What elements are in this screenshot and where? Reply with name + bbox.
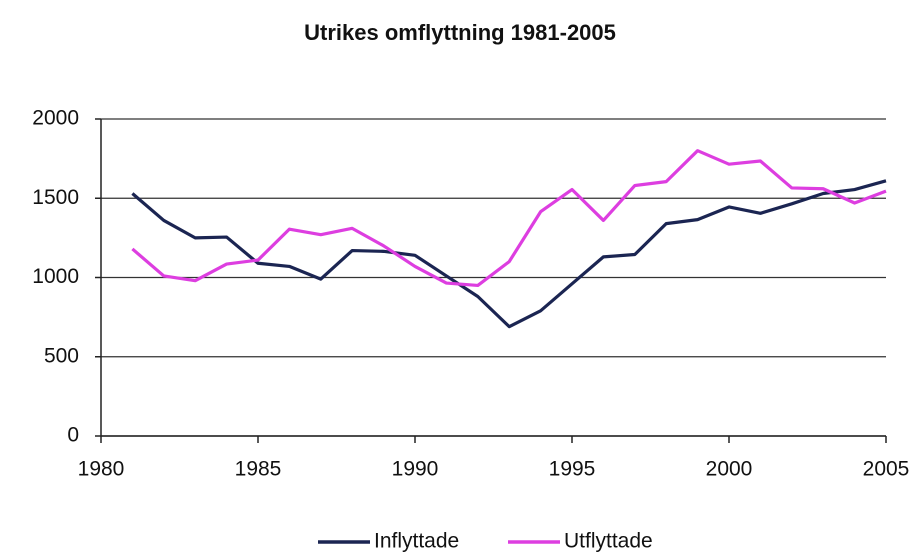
x-tick-label: 1980 bbox=[78, 458, 125, 481]
y-tick-label: 500 bbox=[44, 344, 79, 367]
y-tick-label: 2000 bbox=[32, 107, 79, 130]
y-tick-label: 1500 bbox=[32, 186, 79, 209]
series-line bbox=[131, 179, 887, 329]
x-tick-label: 1995 bbox=[549, 458, 596, 481]
x-tick-label: 1990 bbox=[392, 458, 439, 481]
x-tick-label: 2005 bbox=[863, 458, 910, 481]
legend-label: Inflyttade bbox=[374, 530, 459, 553]
y-tick-label: 1000 bbox=[32, 265, 79, 288]
y-tick-label: 0 bbox=[67, 424, 79, 447]
x-tick-label: 1985 bbox=[235, 458, 282, 481]
chart-title: Utrikes omflyttning 1981-2005 bbox=[304, 20, 616, 45]
x-tick-label: 2000 bbox=[706, 458, 753, 481]
legend-label: Utflyttade bbox=[564, 530, 653, 553]
series-line bbox=[131, 149, 887, 288]
